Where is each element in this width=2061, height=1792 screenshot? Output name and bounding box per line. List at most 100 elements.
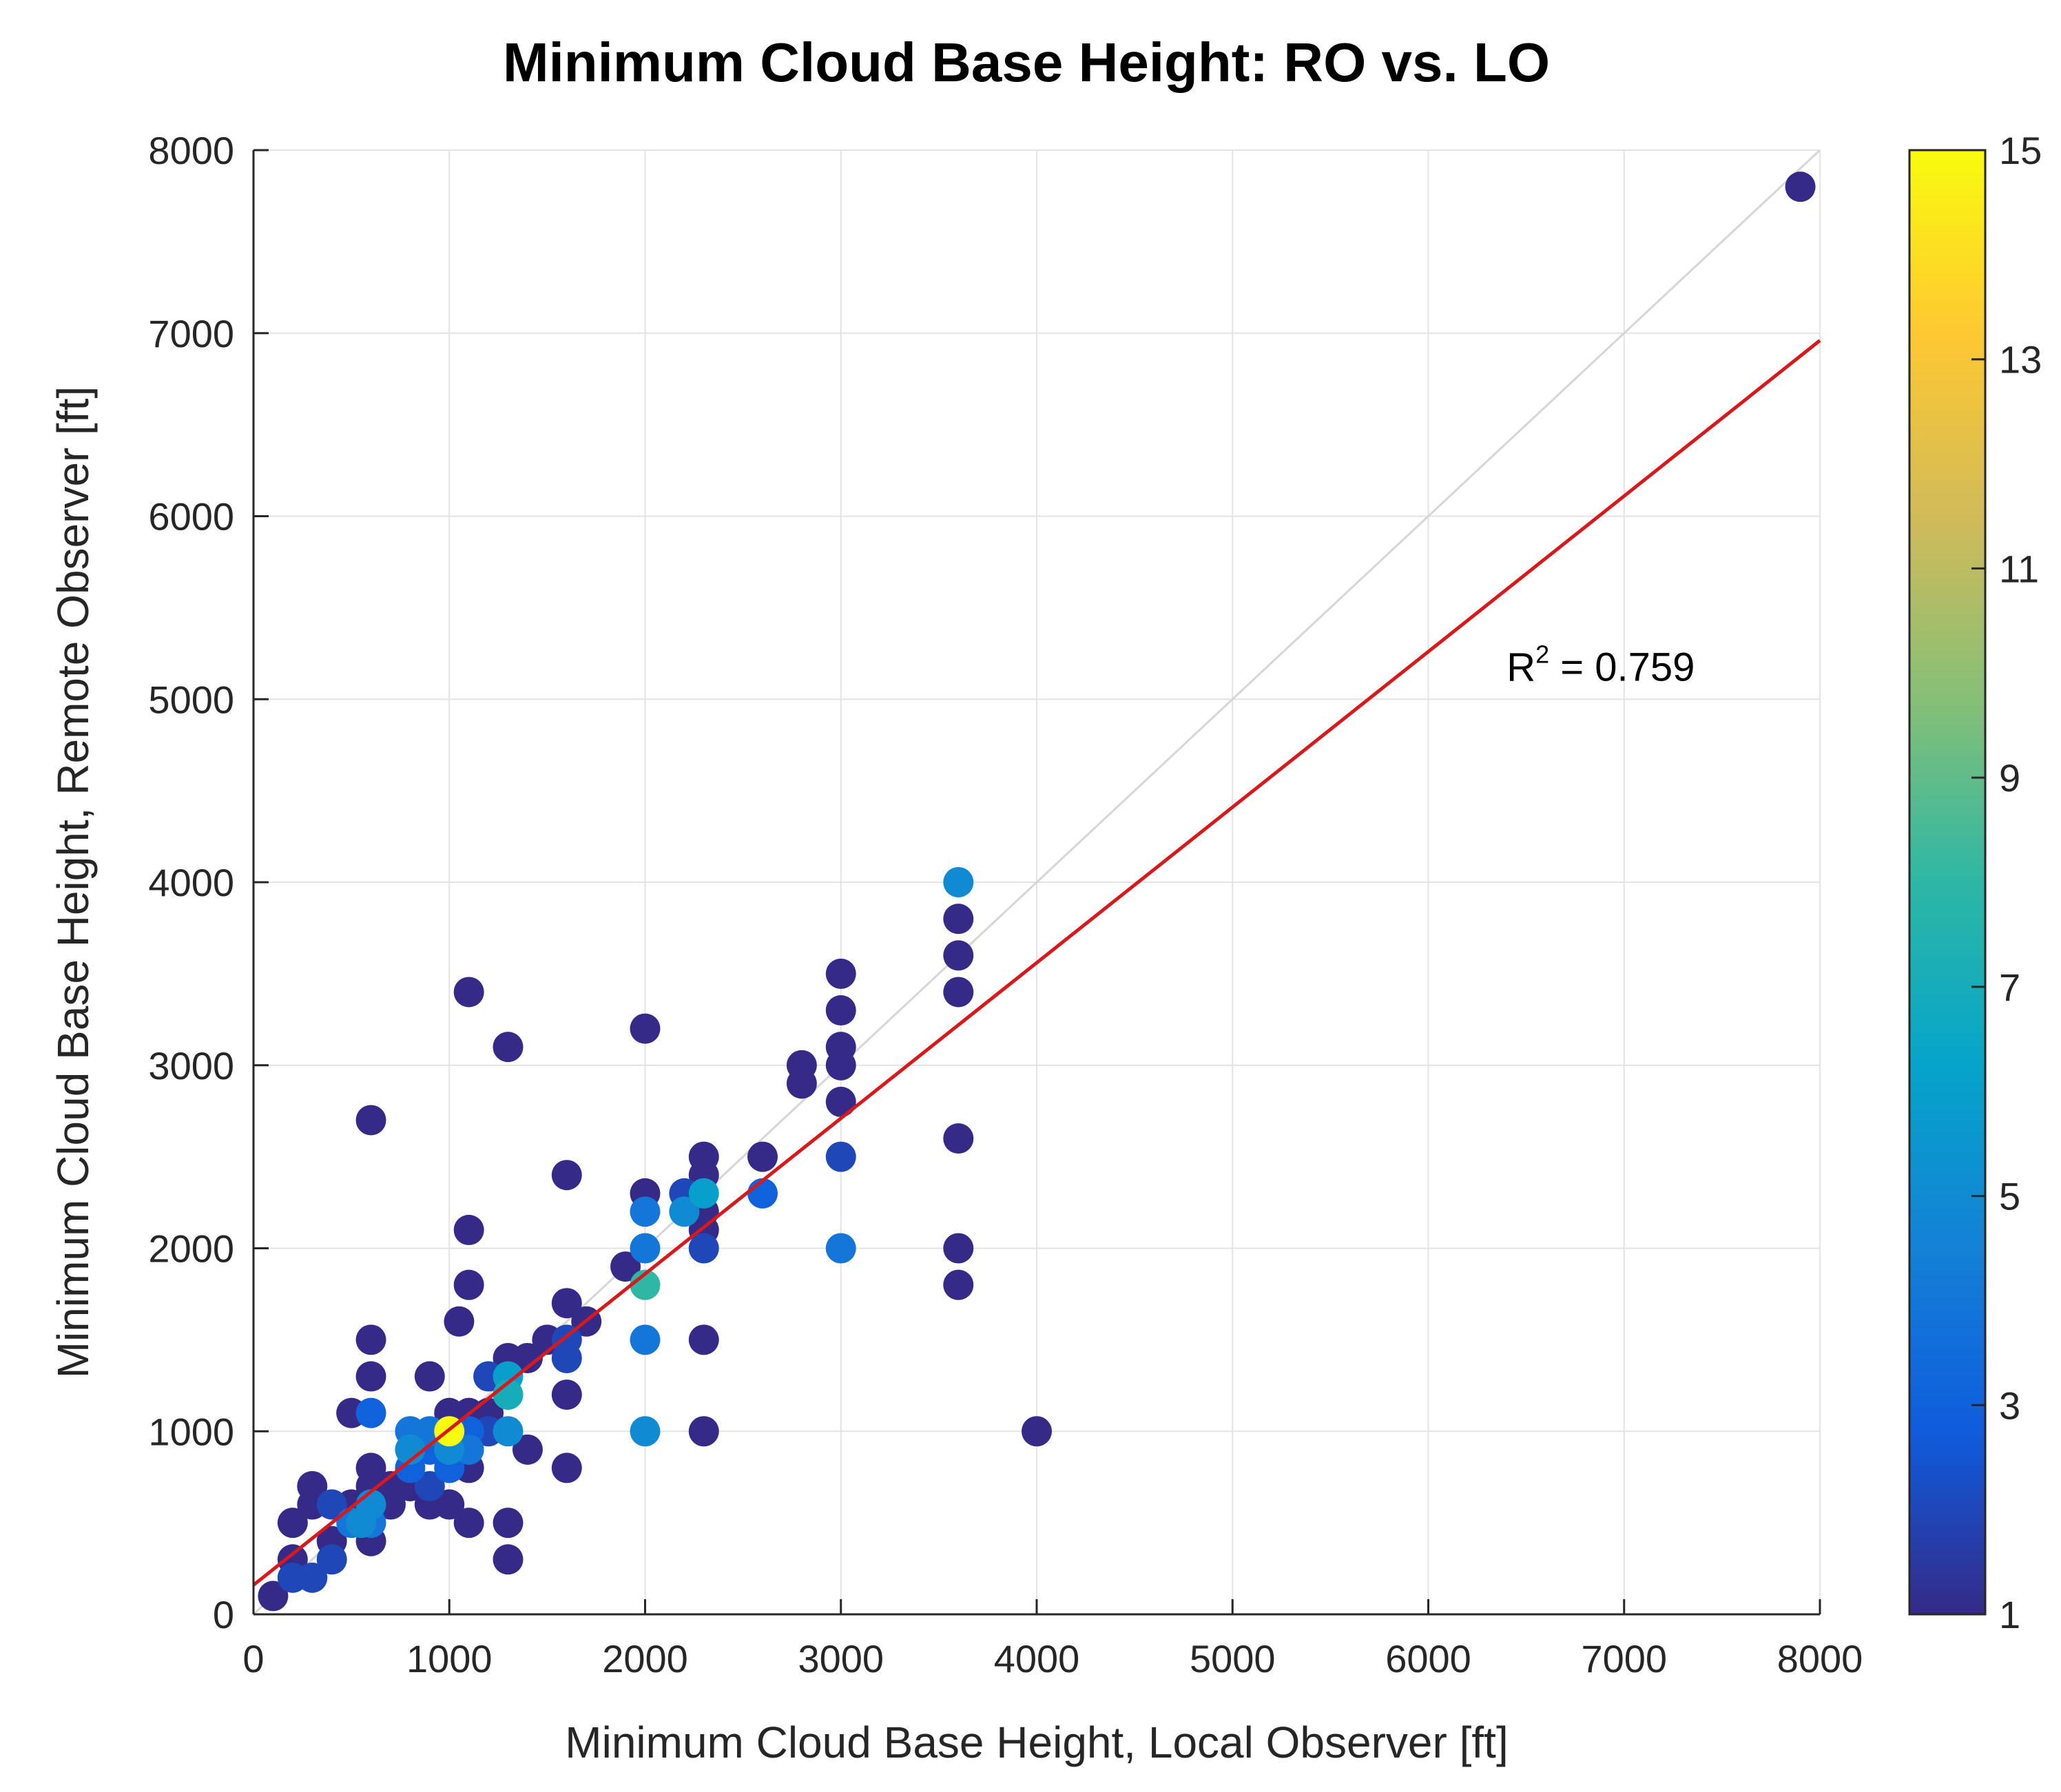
y-tick-label: 1000 <box>148 1410 234 1453</box>
data-point <box>825 958 856 989</box>
data-point <box>355 1105 386 1136</box>
fit-line <box>252 339 1821 1587</box>
data-point <box>1022 1416 1052 1447</box>
data-point <box>688 1324 719 1355</box>
x-tick-label: 7000 <box>1581 1637 1667 1680</box>
data-point <box>493 1032 524 1063</box>
r-squared-sup: 2 <box>1535 640 1549 669</box>
data-point <box>414 1361 445 1392</box>
colorbar-tick-label: 7 <box>1999 966 2020 1009</box>
colorbar-tick-label: 13 <box>1999 338 2042 382</box>
data-point <box>825 1141 856 1172</box>
y-tick-label: 2000 <box>148 1227 234 1271</box>
data-point <box>786 1068 817 1099</box>
x-tick-label: 1000 <box>406 1637 493 1680</box>
r-squared-value: = 0.759 <box>1549 645 1695 690</box>
y-tick-label: 7000 <box>148 312 234 355</box>
data-point <box>688 1416 719 1447</box>
data-point <box>453 1214 484 1245</box>
data-point <box>630 1269 661 1300</box>
data-point <box>943 977 974 1008</box>
colorbar-tick-label: 3 <box>1999 1384 2020 1427</box>
data-point <box>414 1470 445 1501</box>
colorbar-tick-label: 1 <box>1999 1593 2020 1636</box>
data-point <box>395 1434 426 1465</box>
colorbar-tick-label: 15 <box>1999 129 2042 172</box>
linear-fit-line <box>252 339 1821 1587</box>
y-axis-label: Minimum Cloud Base Height, Remote Observ… <box>48 386 98 1379</box>
data-point <box>493 1508 524 1539</box>
data-point <box>943 867 974 897</box>
data-point <box>316 1489 347 1520</box>
data-point <box>630 1416 661 1447</box>
data-point <box>434 1489 465 1520</box>
data-point <box>316 1544 347 1575</box>
y-tick-label: 0 <box>213 1593 234 1636</box>
data-point <box>747 1141 778 1172</box>
data-point <box>453 1508 484 1539</box>
x-axis-label: Minimum Cloud Base Height, Local Observe… <box>565 1718 1508 1767</box>
data-point <box>825 1050 856 1081</box>
data-point <box>444 1306 475 1337</box>
data-point <box>493 1544 524 1575</box>
data-point <box>512 1342 543 1373</box>
data-point <box>355 1361 386 1392</box>
data-point <box>825 1086 856 1117</box>
x-tick-label: 8000 <box>1777 1637 1863 1680</box>
x-tick-label: 6000 <box>1385 1637 1471 1680</box>
data-point <box>630 1013 661 1044</box>
data-point <box>630 1324 661 1355</box>
data-point <box>297 1562 328 1593</box>
data-points <box>258 171 1816 1612</box>
data-point <box>630 1196 661 1227</box>
data-point <box>493 1416 524 1447</box>
data-point <box>630 1233 661 1264</box>
data-point <box>688 1178 719 1209</box>
data-point <box>669 1196 700 1227</box>
data-point <box>747 1178 778 1209</box>
colorbar <box>1908 149 1987 1616</box>
colorbar-tick-label: 11 <box>1999 547 2039 590</box>
r-squared-annotation: R2 = 0.759 <box>1506 640 1695 690</box>
y-tick-label: 4000 <box>148 861 234 904</box>
data-point <box>355 1324 386 1355</box>
data-point <box>943 904 974 935</box>
y-axis-ticks: 0 1000 2000 3000 4000 5000 6000 7000 8000 <box>148 129 269 1636</box>
data-point <box>943 940 974 971</box>
data-point <box>355 1489 386 1520</box>
x-tick-label: 4000 <box>994 1637 1080 1680</box>
chart-title: Minimum Cloud Base Height: RO vs. LO <box>503 32 1550 93</box>
data-point <box>453 977 484 1008</box>
data-point <box>551 1288 582 1319</box>
data-point <box>277 1508 308 1539</box>
data-point <box>943 1123 974 1154</box>
colorbar-tick-label: 5 <box>1999 1175 2020 1218</box>
data-point <box>258 1581 289 1612</box>
r-squared-base: R <box>1506 645 1535 690</box>
y-tick-label: 6000 <box>148 495 234 539</box>
data-point <box>551 1160 582 1191</box>
x-tick-label: 3000 <box>798 1637 884 1680</box>
data-point <box>825 995 856 1026</box>
data-point <box>825 1233 856 1264</box>
data-point <box>1785 171 1816 202</box>
data-point <box>943 1269 974 1300</box>
x-axis-ticks: 0 1000 2000 3000 4000 5000 6000 7000 8000 <box>242 1599 1863 1680</box>
data-point <box>512 1434 543 1465</box>
data-point <box>943 1233 974 1264</box>
y-tick-label: 3000 <box>148 1044 234 1087</box>
data-point <box>688 1233 719 1264</box>
colorbar-tick-label: 9 <box>1999 756 2020 800</box>
data-point <box>355 1397 386 1428</box>
x-tick-label: 2000 <box>602 1637 688 1680</box>
y-tick-label: 5000 <box>148 678 234 721</box>
x-tick-label: 0 <box>242 1637 264 1680</box>
data-point <box>551 1342 582 1373</box>
data-point <box>453 1269 484 1300</box>
data-point <box>551 1452 582 1483</box>
y-tick-label: 8000 <box>148 129 234 172</box>
data-point <box>551 1379 582 1410</box>
x-tick-label: 5000 <box>1190 1637 1276 1680</box>
